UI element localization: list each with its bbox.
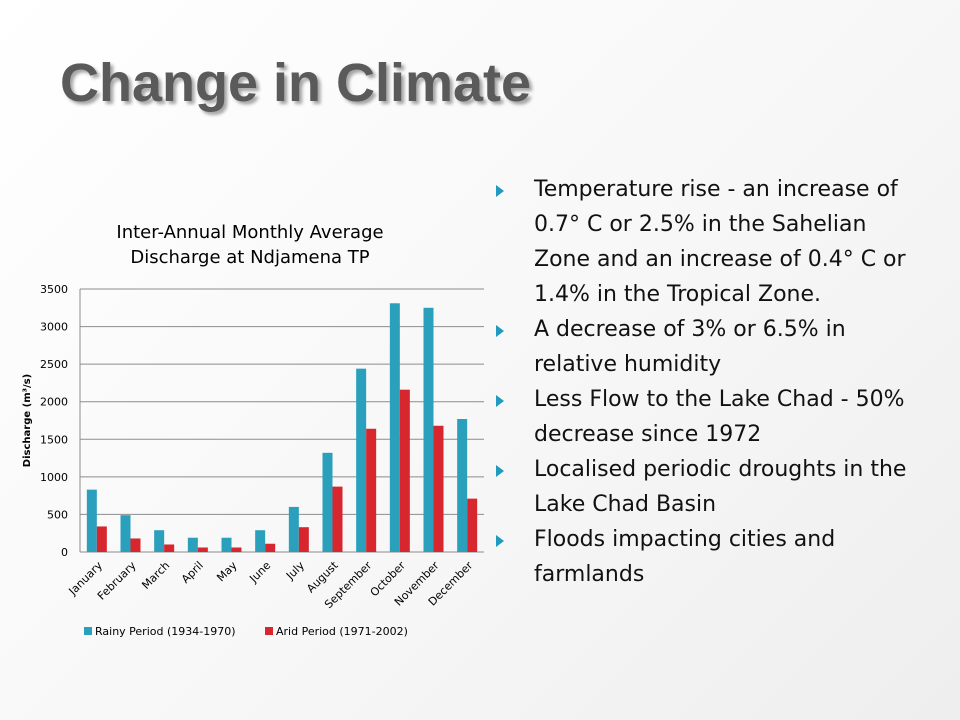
bullet-item: Floods impacting cities and farmlands xyxy=(492,522,912,592)
x-tick-label: May xyxy=(214,559,240,585)
bar-arid-july xyxy=(298,527,309,552)
y-tick-label: 2500 xyxy=(40,358,68,371)
chart-title-line-2: Discharge at Ndjamena TP xyxy=(130,247,370,268)
slide-title: Change in Climate xyxy=(60,53,532,113)
bar-arid-october xyxy=(399,389,410,552)
bar-arid-december xyxy=(467,498,478,552)
x-tick-label: June xyxy=(246,559,273,586)
chart-title: Inter-Annual Monthly Average Discharge a… xyxy=(60,220,440,270)
x-tick-label: July xyxy=(283,559,307,583)
bar-rainy-august xyxy=(322,452,333,552)
legend-swatch xyxy=(265,627,273,635)
bullet-text: Less Flow to the Lake Chad - 50% decreas… xyxy=(534,387,905,447)
bar-rainy-march xyxy=(154,530,165,552)
triangle-bullet-icon xyxy=(496,185,504,197)
bar-rainy-december xyxy=(457,418,468,552)
bullet-item: A decrease of 3% or 6.5% in relative hum… xyxy=(492,312,912,382)
bullet-item: Less Flow to the Lake Chad - 50% decreas… xyxy=(492,382,912,452)
bar-rainy-july xyxy=(288,506,299,552)
y-axis-label: Discharge (m³/s) xyxy=(22,374,33,467)
bar-rainy-january xyxy=(86,489,97,552)
bullet-text: A decrease of 3% or 6.5% in relative hum… xyxy=(534,317,846,377)
bullet-text: Temperature rise - an increase of 0.7° C… xyxy=(534,177,906,307)
bar-rainy-may xyxy=(221,537,232,552)
bar-arid-january xyxy=(96,526,107,552)
bar-arid-september xyxy=(366,428,377,552)
triangle-bullet-icon xyxy=(496,535,504,547)
triangle-bullet-icon xyxy=(496,325,504,337)
bar-rainy-october xyxy=(389,303,400,552)
bar-arid-may xyxy=(231,547,242,552)
bullet-text: Floods impacting cities and farmlands xyxy=(534,527,836,587)
bar-rainy-september xyxy=(356,368,367,552)
bullet-text: Localised periodic droughts in the Lake … xyxy=(534,457,907,517)
legend-swatch xyxy=(84,627,92,635)
y-tick-label: 500 xyxy=(47,508,68,521)
bar-arid-march xyxy=(164,544,175,552)
triangle-bullet-icon xyxy=(496,395,504,407)
y-tick-label: 1500 xyxy=(40,433,68,446)
bar-rainy-june xyxy=(255,530,266,552)
y-tick-label: 2000 xyxy=(40,396,68,409)
bar-arid-february xyxy=(130,538,141,552)
y-tick-label: 3500 xyxy=(40,283,68,296)
x-tick-label: April xyxy=(179,559,206,586)
bullet-item: Temperature rise - an increase of 0.7° C… xyxy=(492,172,912,312)
bar-rainy-april xyxy=(187,537,198,552)
y-tick-label: 1000 xyxy=(40,471,68,484)
bar-arid-november xyxy=(433,425,444,552)
y-tick-label: 0 xyxy=(61,546,68,559)
legend-label: Arid Period (1971-2002) xyxy=(276,625,408,638)
y-tick-label: 3000 xyxy=(40,321,68,334)
bar-arid-august xyxy=(332,486,343,552)
bullet-list: Temperature rise - an increase of 0.7° C… xyxy=(492,172,912,592)
bar-arid-april xyxy=(197,547,208,552)
bullet-item: Localised periodic droughts in the Lake … xyxy=(492,452,912,522)
x-tick-label: March xyxy=(139,559,172,592)
chart-title-line-1: Inter-Annual Monthly Average xyxy=(116,222,384,243)
bar-arid-june xyxy=(265,543,276,552)
bar-rainy-february xyxy=(120,515,131,552)
bar-rainy-november xyxy=(423,307,434,552)
triangle-bullet-icon xyxy=(496,465,504,477)
legend-label: Rainy Period (1934-1970) xyxy=(95,625,236,638)
